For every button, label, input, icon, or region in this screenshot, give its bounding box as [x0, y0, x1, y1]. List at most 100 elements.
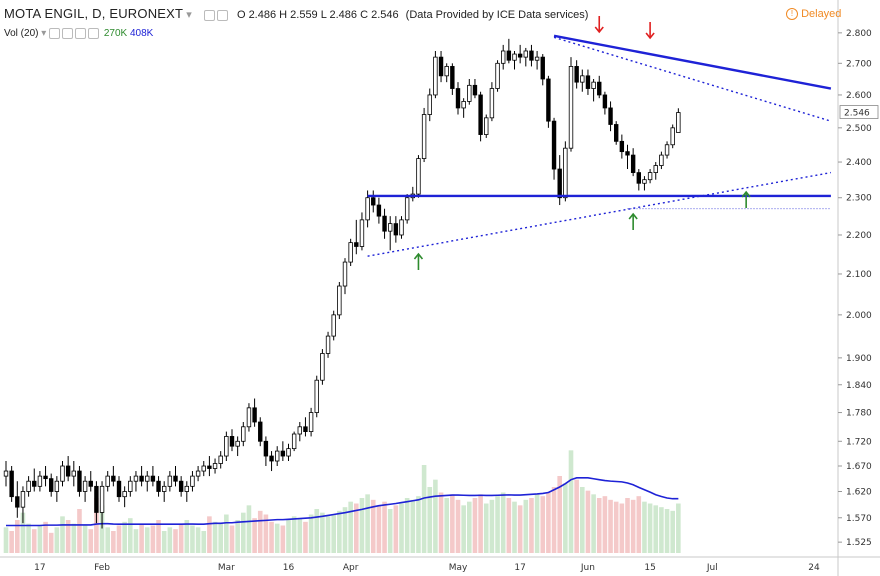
- volume-bar: [500, 492, 506, 553]
- candle-body: [399, 219, 404, 236]
- x-tick-label: Jul: [706, 563, 718, 573]
- candle-body: [116, 480, 122, 498]
- candle: [9, 466, 14, 502]
- volume-bar: [207, 516, 212, 553]
- symbol-title[interactable]: MOTA ENGIL, D, EURONEXT: [4, 6, 184, 21]
- volume-bar: [625, 498, 630, 553]
- y-tick-label: 1.900: [846, 354, 872, 364]
- candle-body: [212, 463, 218, 469]
- y-tick-label: 2.400: [846, 158, 872, 168]
- volume-bar: [241, 512, 246, 553]
- candle: [472, 78, 478, 99]
- candle: [88, 471, 93, 492]
- candle-body: [444, 66, 449, 77]
- candle: [71, 461, 76, 487]
- y-tick-label: 2.800: [846, 29, 872, 39]
- volume-add-icon[interactable]: [75, 28, 87, 39]
- visibility-icon[interactable]: [203, 9, 215, 21]
- candle: [580, 69, 585, 92]
- candle: [156, 476, 161, 497]
- candle-body: [506, 50, 512, 61]
- volume-label[interactable]: Vol (20): [4, 28, 39, 40]
- volume-bar: [190, 525, 195, 553]
- delayed-label: Delayed: [801, 8, 842, 20]
- candle-body: [269, 455, 274, 462]
- volume-bar: [365, 494, 370, 553]
- candle: [116, 476, 122, 502]
- volume-bar: [438, 492, 444, 553]
- candle: [145, 471, 150, 492]
- y-tick-label: 2.000: [846, 311, 872, 321]
- candle-body: [348, 242, 353, 263]
- volume-bar: [506, 498, 512, 553]
- candle: [608, 101, 613, 132]
- candle-body: [495, 62, 500, 89]
- volume-bar: [467, 501, 472, 553]
- candle-body: [99, 485, 105, 513]
- candle-body: [500, 50, 506, 64]
- candle-body: [207, 465, 212, 469]
- candle: [128, 476, 133, 497]
- candle: [218, 451, 223, 469]
- volume-bar: [308, 514, 314, 553]
- candle: [630, 148, 636, 177]
- settings-icon[interactable]: [216, 9, 228, 21]
- x-tick-label: 17: [514, 563, 525, 573]
- x-tick-label: Feb: [94, 563, 110, 573]
- volume-bar: [286, 520, 291, 553]
- candle-body: [433, 56, 438, 96]
- volume-bar: [99, 505, 105, 553]
- candle-body: [489, 88, 495, 119]
- candle: [325, 331, 331, 358]
- volume-bar: [534, 494, 540, 553]
- volume-settings-icon[interactable]: [62, 28, 74, 39]
- candle-body: [178, 480, 184, 492]
- candle: [636, 169, 641, 191]
- candle-body: [3, 470, 9, 477]
- candle: [551, 117, 557, 180]
- volume-bar: [591, 494, 596, 553]
- volume-bar: [184, 520, 190, 553]
- candle-body: [653, 165, 658, 173]
- candle-body: [472, 84, 478, 96]
- candle: [60, 461, 65, 487]
- candle-body: [529, 50, 534, 61]
- volume-bar: [348, 501, 353, 553]
- candle-body: [642, 179, 647, 184]
- candle-body: [597, 81, 602, 96]
- candle-body: [235, 440, 240, 447]
- volume-close-icon[interactable]: [88, 28, 100, 39]
- volume-visibility-icon[interactable]: [49, 28, 61, 39]
- candle-body: [625, 151, 630, 156]
- volume-bar: [359, 498, 365, 553]
- volume-bar: [647, 503, 653, 553]
- candle: [201, 461, 206, 477]
- candle-body: [517, 53, 523, 58]
- candle-body: [286, 448, 291, 457]
- x-tick-label: Mar: [218, 563, 235, 573]
- candle: [523, 47, 528, 67]
- volume-bar: [156, 520, 161, 553]
- candle-body: [139, 475, 144, 482]
- delayed-status[interactable]: ! Delayed: [786, 8, 842, 21]
- volume-bar: [557, 476, 562, 553]
- symbol-dropdown-icon[interactable]: ▾: [186, 9, 192, 21]
- candle: [26, 476, 31, 497]
- volume-bar: [608, 499, 613, 553]
- volume-bar: [20, 512, 26, 553]
- y-tick-label: 1.670: [846, 462, 872, 472]
- volume-bar: [574, 479, 579, 553]
- y-tick-label: 1.525: [846, 538, 872, 548]
- volume-bar: [376, 505, 382, 553]
- volume-bar: [427, 487, 433, 553]
- candle-body: [82, 480, 88, 492]
- candle-body: [20, 491, 26, 508]
- volume-bar: [82, 525, 88, 553]
- candle-body: [591, 81, 596, 89]
- candle: [517, 44, 523, 64]
- candle: [359, 212, 365, 251]
- candle-body: [291, 433, 297, 450]
- volume-dropdown-icon[interactable]: ▾: [41, 28, 47, 40]
- candle: [664, 141, 670, 159]
